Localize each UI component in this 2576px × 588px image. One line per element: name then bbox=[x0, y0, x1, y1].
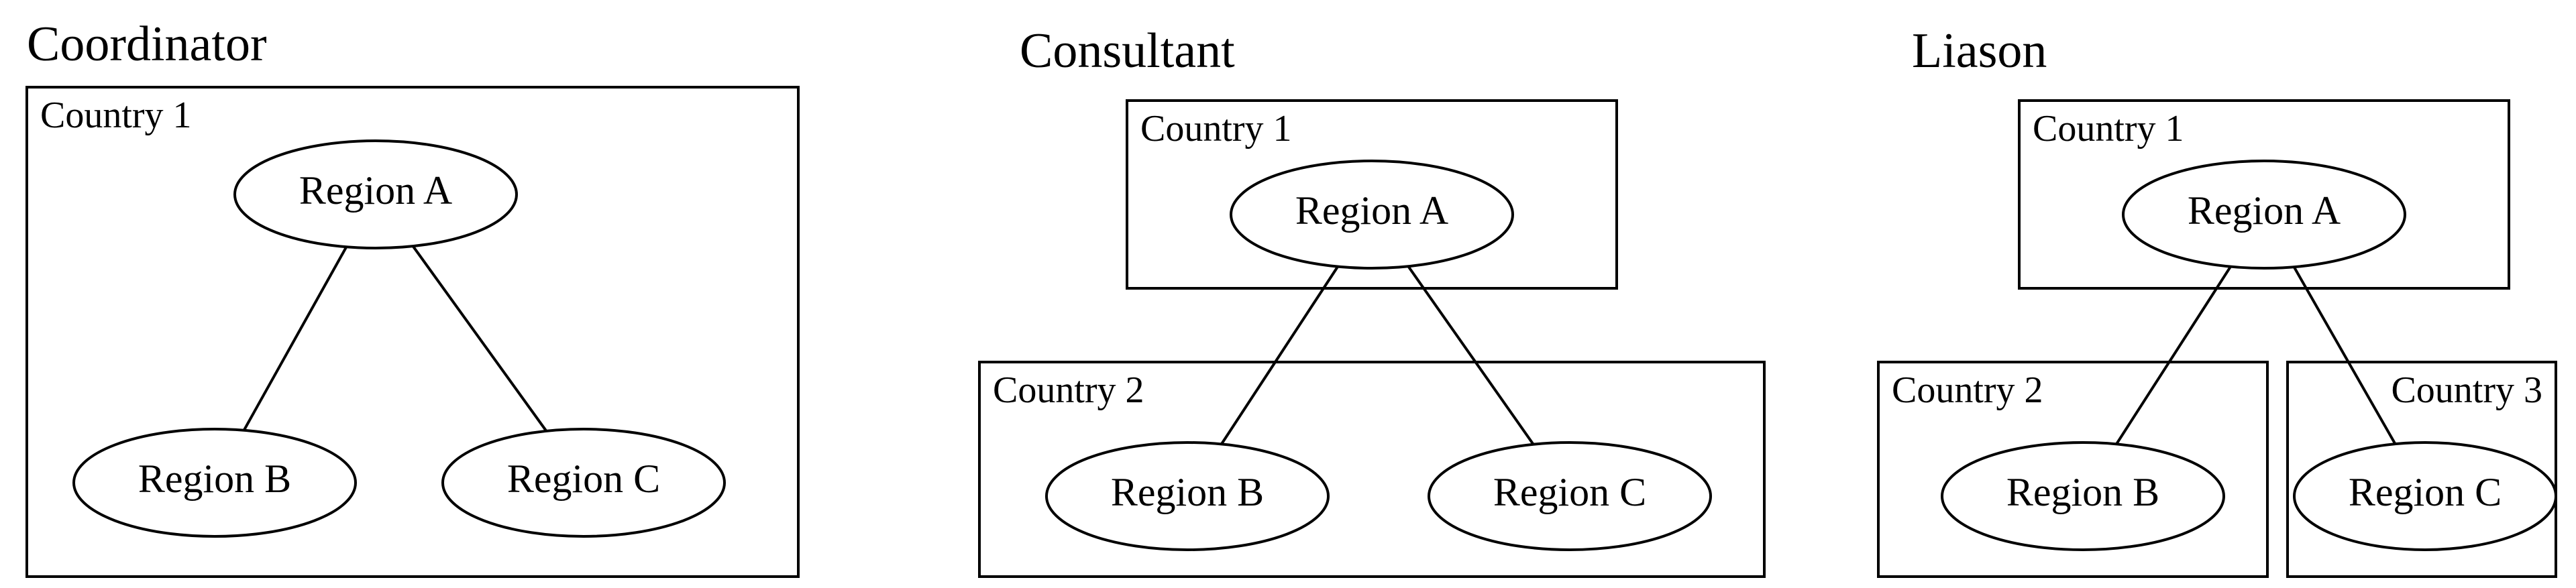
panel-title: Coordinator bbox=[27, 17, 267, 72]
panel-2: Liason Country 1 Country 2 Country 3 Region … bbox=[1878, 23, 2556, 577]
country-label: Country 1 bbox=[40, 95, 192, 136]
country-label: Country 1 bbox=[2033, 108, 2184, 150]
region-label: Region C bbox=[1493, 470, 1646, 514]
edges bbox=[1222, 266, 1534, 444]
panel-title: Consultant bbox=[1020, 23, 1235, 78]
country-label: Country 2 bbox=[993, 369, 1144, 411]
edges bbox=[244, 246, 547, 431]
edges bbox=[2116, 267, 2396, 445]
region-label: Region B bbox=[2006, 470, 2159, 514]
country-label: Country 1 bbox=[1140, 108, 1292, 150]
edge bbox=[2294, 267, 2396, 444]
panel-1: Consultant Country 1 Country 2 Region A Regi… bbox=[979, 23, 1764, 577]
panel-title: Liason bbox=[1912, 23, 2047, 78]
panel-0: Coordinator Country 1 Region A Region B Regi… bbox=[27, 17, 798, 577]
region-label: Region A bbox=[1295, 188, 1448, 233]
region-label: Region B bbox=[1111, 470, 1264, 514]
region-label: Region B bbox=[138, 457, 291, 501]
region-label: Region A bbox=[299, 168, 452, 213]
region-label: Region C bbox=[507, 457, 660, 501]
edge bbox=[244, 247, 347, 430]
edge bbox=[1222, 267, 1338, 445]
region-label: Region C bbox=[2349, 470, 2502, 514]
region-label: Region A bbox=[2188, 188, 2341, 233]
edge bbox=[413, 246, 547, 431]
country-label: Country 3 bbox=[2391, 369, 2542, 411]
edge bbox=[2116, 267, 2231, 445]
country-label: Country 2 bbox=[1892, 369, 2043, 411]
edge bbox=[1408, 266, 1533, 444]
diagram-canvas: CoordinatorCountry 1Region ARegion BRegi… bbox=[0, 0, 2576, 588]
